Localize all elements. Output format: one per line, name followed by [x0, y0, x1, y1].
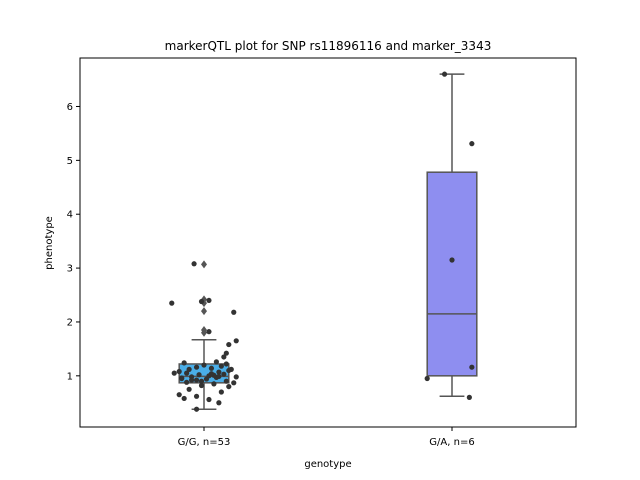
data-point	[231, 309, 237, 315]
data-point	[186, 366, 192, 372]
box	[426, 171, 478, 377]
data-point	[218, 363, 224, 369]
data-point	[184, 379, 190, 385]
data-point	[191, 261, 197, 267]
data-point	[201, 362, 207, 368]
plot-area	[169, 71, 478, 412]
data-point	[216, 400, 222, 406]
box-group	[169, 260, 239, 412]
data-point	[221, 354, 227, 360]
data-point	[181, 395, 187, 402]
data-point	[189, 377, 195, 383]
data-point	[223, 350, 229, 356]
y-tick-label: 6	[67, 102, 73, 113]
data-point	[226, 341, 232, 348]
data-point	[469, 141, 475, 147]
data-point	[223, 361, 229, 367]
box-group	[424, 71, 478, 400]
x-tick-label: G/A, n=6	[429, 437, 474, 448]
data-point	[213, 359, 219, 365]
data-point	[193, 393, 200, 399]
data-point	[441, 71, 448, 77]
y-tick-label: 1	[67, 371, 73, 382]
x-axis-label: genotype	[304, 459, 351, 470]
data-point	[424, 375, 430, 382]
outlier-point	[201, 326, 207, 335]
data-point	[181, 360, 187, 366]
data-point	[233, 338, 239, 344]
data-point	[176, 392, 182, 398]
data-point	[193, 364, 200, 370]
data-point	[223, 378, 229, 384]
x-axis: G/G, n=53 G/A, n=6	[178, 427, 475, 448]
data-point	[198, 378, 205, 384]
data-point	[193, 406, 200, 412]
x-tick-label: G/G, n=53	[178, 437, 231, 448]
y-tick-label: 3	[67, 264, 73, 275]
data-point	[449, 257, 455, 263]
data-point	[208, 371, 215, 377]
y-axis: 1 2 3 4 5 6	[67, 102, 80, 382]
data-point	[198, 298, 205, 305]
data-point	[216, 373, 222, 379]
data-point	[171, 370, 177, 376]
data-point	[206, 329, 212, 335]
data-point	[198, 382, 205, 389]
data-point	[169, 300, 175, 306]
data-point	[211, 381, 217, 387]
data-point	[206, 297, 212, 304]
outlier-point	[201, 307, 207, 316]
data-point	[469, 364, 475, 370]
data-point	[184, 370, 190, 376]
data-point	[466, 394, 472, 400]
data-point	[179, 375, 185, 382]
y-axis-label: phenotype	[44, 216, 55, 270]
data-point	[208, 365, 215, 371]
plot-frame	[79, 57, 577, 428]
data-point	[196, 372, 202, 378]
y-tick-label: 2	[67, 317, 73, 328]
data-point	[218, 389, 224, 395]
data-point	[233, 374, 239, 380]
data-point	[221, 371, 227, 377]
data-point	[193, 377, 200, 383]
data-point	[206, 396, 212, 403]
outlier-point	[201, 260, 207, 269]
y-tick-label: 4	[67, 210, 73, 221]
data-point	[231, 380, 237, 386]
chart-title: markerQTL plot for SNP rs11896116 and ma…	[165, 39, 492, 53]
data-point	[216, 369, 222, 375]
data-point	[228, 366, 234, 372]
data-point	[176, 368, 182, 375]
y-tick-label: 5	[67, 156, 73, 167]
data-point	[226, 383, 232, 390]
data-point	[186, 386, 192, 392]
